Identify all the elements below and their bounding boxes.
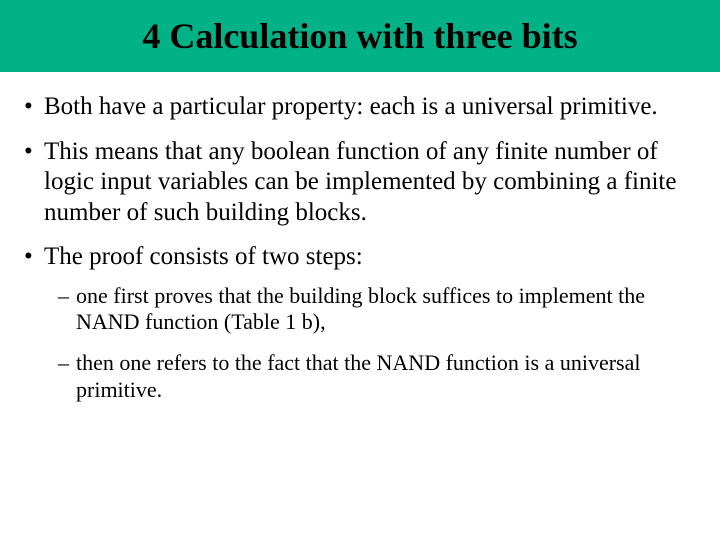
slide-content: Both have a particular property: each is…	[0, 72, 720, 404]
sub-list-item: then one refers to the fact that the NAN…	[44, 350, 710, 404]
list-item: This means that any boolean function of …	[10, 137, 710, 229]
list-item: The proof consists of two steps: one fir…	[10, 242, 710, 404]
bullet-text: This means that any boolean function of …	[44, 138, 676, 226]
sub-bullet-text: then one refers to the fact that the NAN…	[76, 350, 640, 402]
sub-bullet-list: one first proves that the building block…	[44, 283, 710, 404]
slide-header: 4 Calculation with three bits	[0, 0, 720, 72]
sub-bullet-text: one first proves that the building block…	[76, 283, 645, 335]
main-bullet-list: Both have a particular property: each is…	[10, 92, 710, 404]
bullet-text: The proof consists of two steps:	[44, 243, 363, 270]
bullet-text: Both have a particular property: each is…	[44, 93, 658, 120]
list-item: Both have a particular property: each is…	[10, 92, 710, 123]
sub-list-item: one first proves that the building block…	[44, 283, 710, 337]
slide-title: 4 Calculation with three bits	[142, 15, 577, 57]
